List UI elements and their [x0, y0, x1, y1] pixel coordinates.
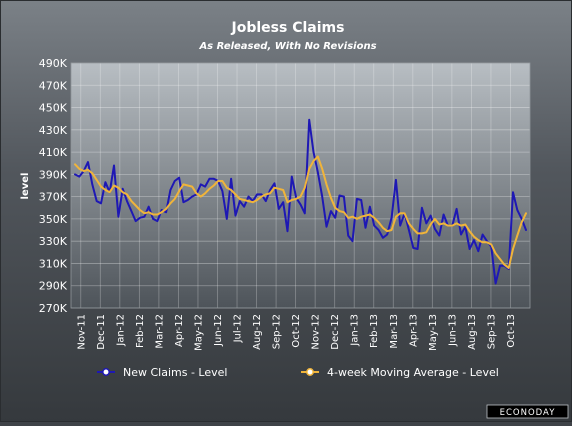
y-axis-label: level [20, 173, 31, 200]
legend-moving-average: 4-week Moving Average - Level [301, 366, 499, 379]
x-tick-label: Dec-12 [330, 314, 341, 350]
y-tick-label: 270K [39, 302, 68, 315]
y-tick-label: 370K [39, 191, 68, 204]
x-tick-label: Sep-13 [486, 314, 497, 349]
x-tick-label: Apr-12 [174, 314, 185, 347]
x-tick-label: Dec-11 [96, 314, 107, 350]
y-tick-label: 430K [39, 124, 68, 137]
x-tick-label: Mar-13 [389, 314, 400, 349]
x-tick-label: Jan-12 [115, 314, 126, 347]
x-tick-label: Mar-12 [154, 314, 165, 349]
y-tick-label: 330K [39, 235, 68, 248]
plot-border [70, 62, 531, 309]
moving-average-series-line [74, 155, 527, 269]
x-tick-label: Nov-12 [311, 314, 322, 350]
y-tick-label: 410K [39, 146, 68, 159]
x-tick-label: Jun-12 [213, 314, 224, 347]
x-tick-label: May-12 [193, 314, 204, 351]
grid-lines [70, 62, 531, 309]
y-tick-label: 490K [39, 57, 68, 70]
y-tick-label: 350K [39, 213, 68, 226]
x-tick-label: Apr-13 [408, 314, 419, 347]
x-tick-label: Oct-13 [506, 314, 517, 348]
y-axis-ticks: 270K 290K 310K 330K 350K 370K 390K 410K 430K 450K… [39, 57, 68, 315]
x-tick-label: Feb-12 [135, 314, 146, 348]
legend: New Claims - Level 4-week Moving Average … [97, 366, 499, 379]
legend-label: New Claims - Level [123, 366, 227, 379]
legend-label: 4-week Moving Average - Level [327, 366, 499, 379]
series-layer [74, 118, 527, 285]
x-tick-label: Aug-13 [467, 314, 478, 350]
legend-marker [306, 368, 314, 376]
x-tick-label: Aug-12 [252, 314, 263, 350]
x-tick-label: Feb-13 [369, 314, 380, 348]
legend-new-claims: New Claims - Level [97, 366, 227, 379]
x-tick-label: Oct-12 [291, 314, 302, 348]
y-tick-label: 390K [39, 168, 68, 181]
chart-subtitle: As Released, With No Revisions [198, 41, 376, 52]
x-tick-label: May-13 [428, 314, 439, 351]
logo-text: ECONODAY [500, 408, 556, 418]
econoday-logo: ECONODAY [486, 404, 569, 419]
x-axis-ticks: Nov-11 Dec-11 Jan-12 Feb-12 Mar-12 Apr-12 May-… [76, 314, 517, 351]
y-tick-label: 290K [39, 280, 68, 293]
x-tick-label: Sep-12 [272, 314, 283, 349]
x-tick-label: Jul-12 [233, 314, 244, 343]
legend-marker [102, 368, 110, 376]
y-tick-label: 470K [39, 79, 68, 92]
plot-area [71, 63, 530, 308]
x-tick-label: Jan-13 [350, 314, 361, 347]
x-tick-label: Jun-13 [447, 314, 458, 347]
y-tick-label: 450K [39, 102, 68, 115]
chart-title: Jobless Claims [231, 20, 345, 36]
x-tick-label: Nov-11 [76, 314, 87, 350]
y-tick-label: 310K [39, 257, 68, 270]
